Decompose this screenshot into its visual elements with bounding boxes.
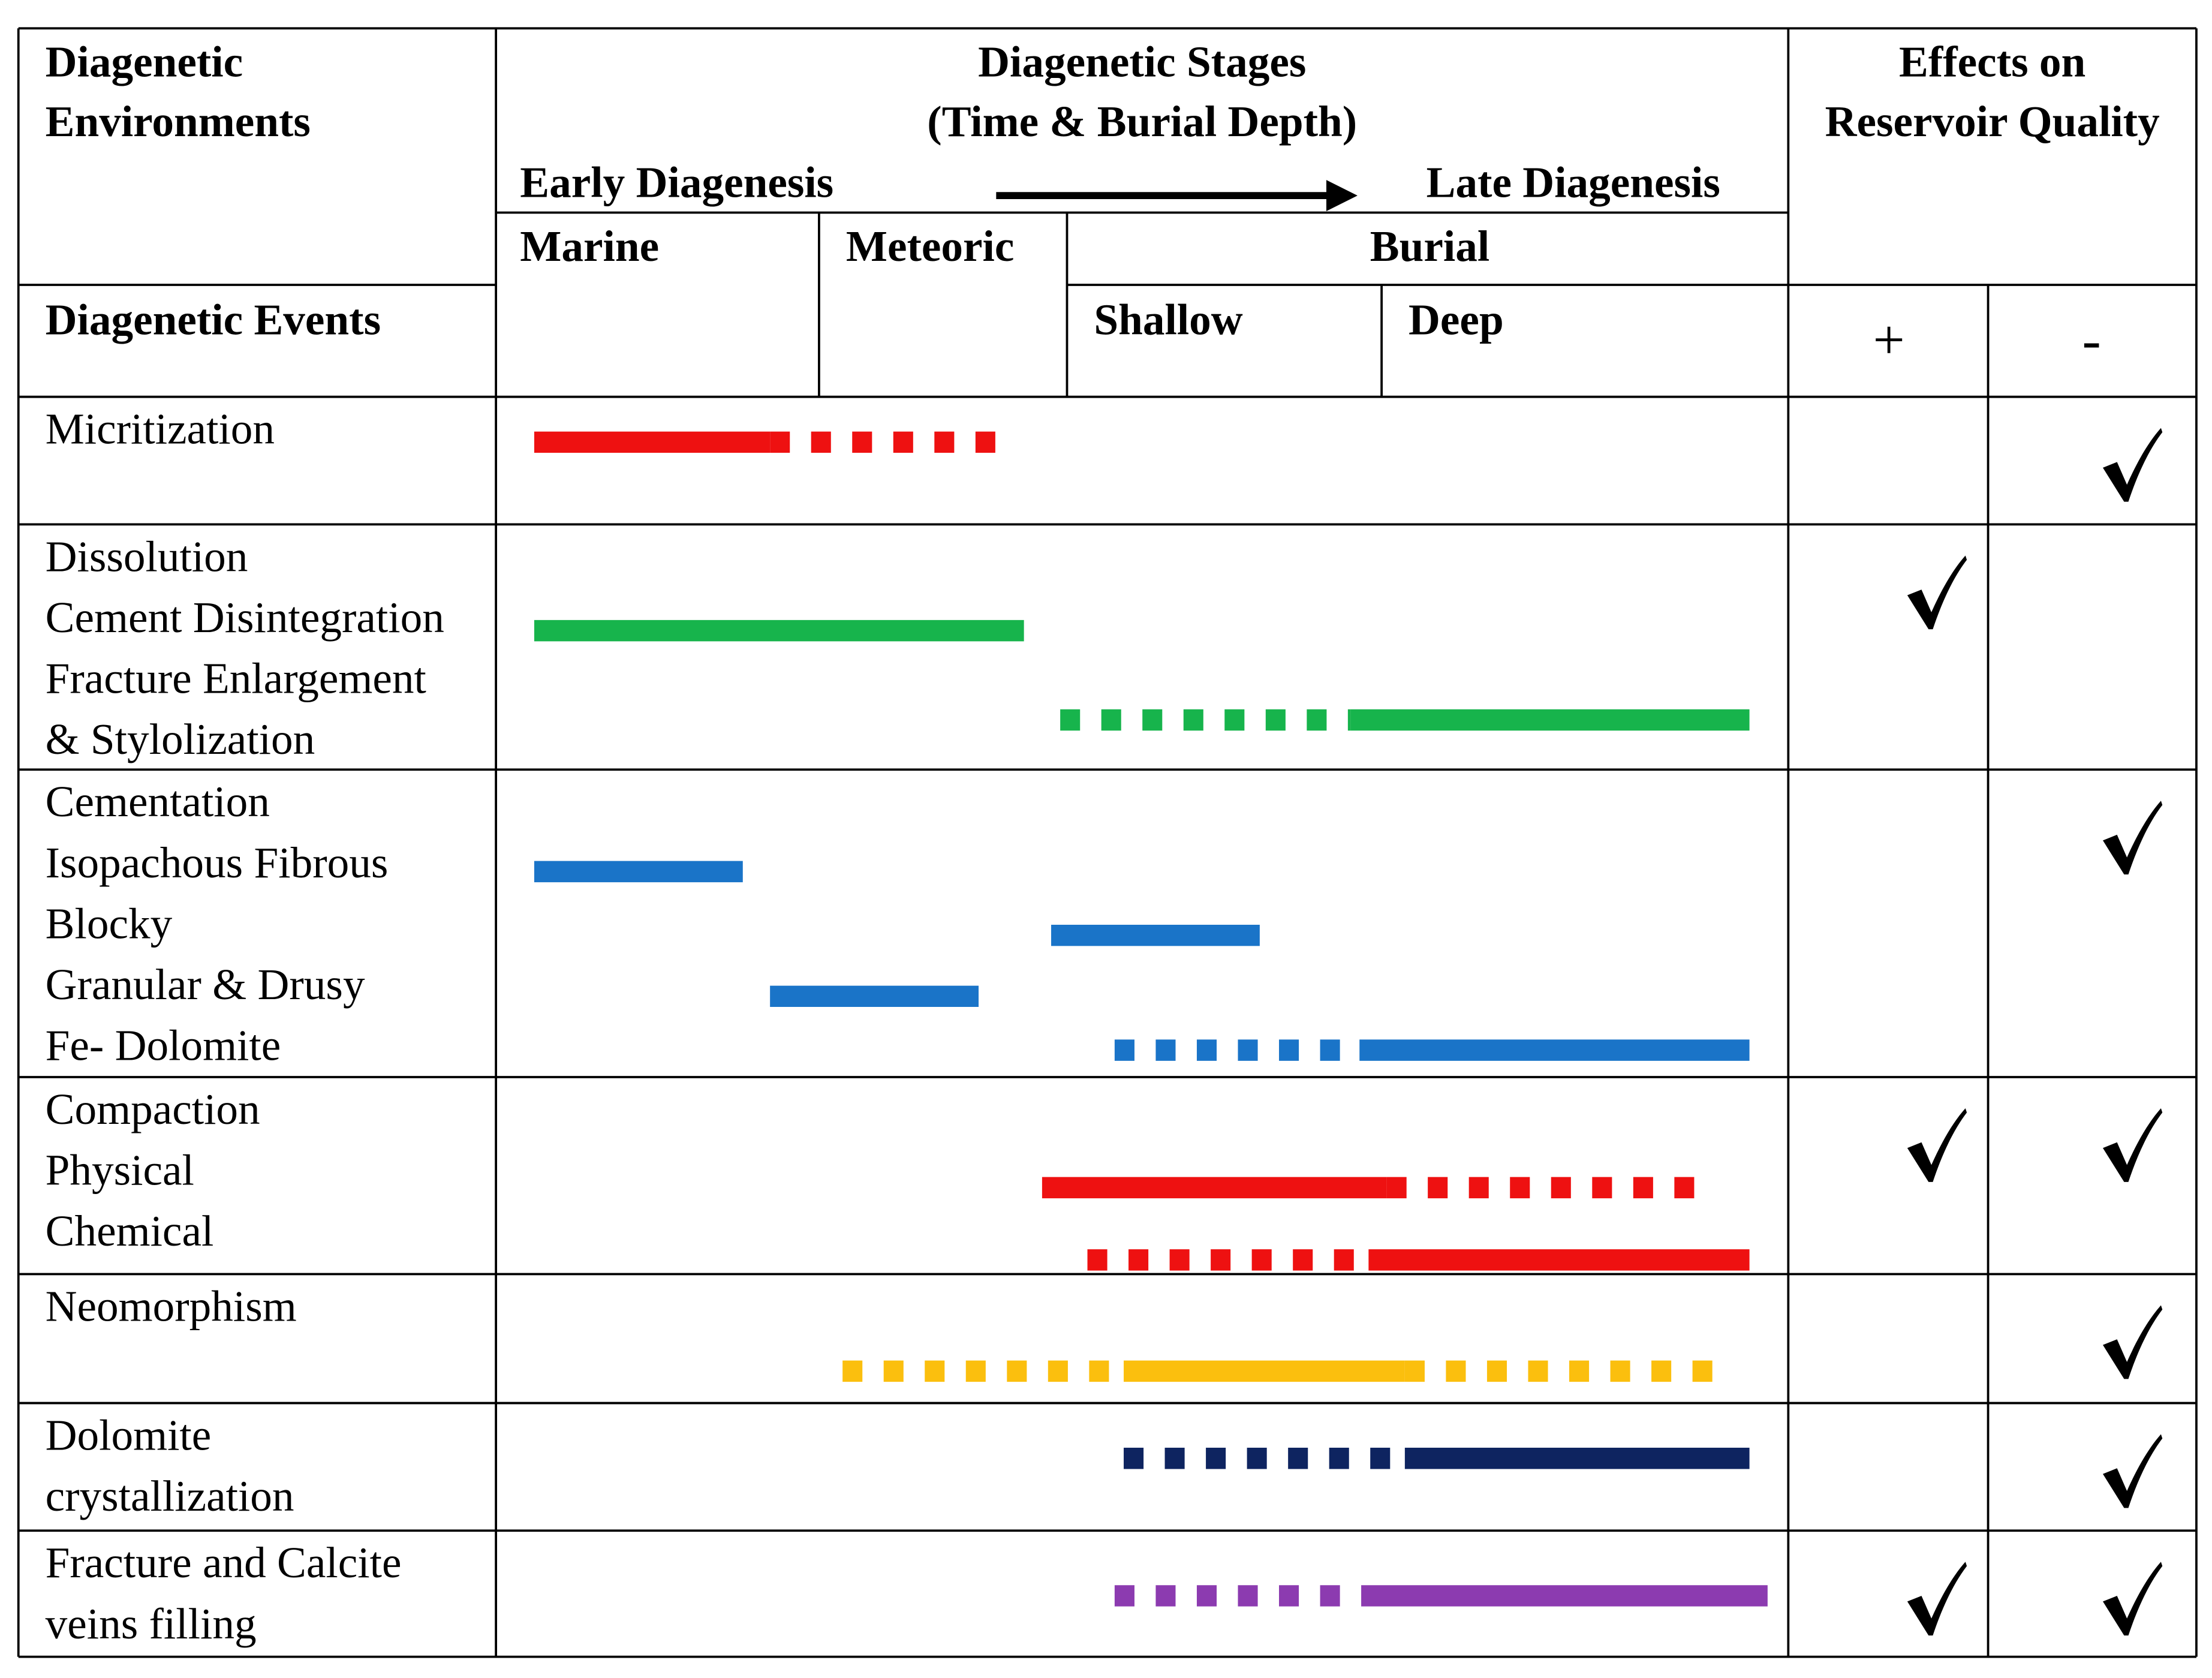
- event-sublabel: veins filling: [46, 1599, 257, 1648]
- header-events: Diagenetic Events: [46, 296, 381, 344]
- negative-check-icon: [2102, 1434, 2163, 1508]
- event-label: Micritization: [46, 405, 275, 453]
- event-label: Dissolution: [46, 532, 248, 581]
- table-row: Dissolution Cement Disintegration Fracture…: [46, 532, 1967, 763]
- event-sublabel: Cement Disintegration: [46, 593, 444, 642]
- event-sublabel: Physical: [46, 1146, 194, 1195]
- table-grid: [17, 27, 2198, 1658]
- table-rows: Micritization Dissolution Cement Disintegr…: [46, 405, 2163, 1648]
- event-sublabel: Isopachous Fibrous: [46, 838, 389, 887]
- event-label: Compaction: [46, 1085, 260, 1133]
- negative-check-icon: [2102, 801, 2163, 875]
- header-effects-line2: Reservoir Quality: [1825, 97, 2160, 146]
- header-deep: Deep: [1409, 296, 1504, 344]
- header-late-diagenesis: Late Diagenesis: [1426, 158, 1720, 206]
- event-sublabel: Blocky: [46, 899, 173, 948]
- header-shallow: Shallow: [1094, 296, 1242, 344]
- positive-check-icon: [1907, 1562, 1967, 1636]
- header-burial: Burial: [1370, 222, 1489, 270]
- event-sublabel: crystallization: [46, 1472, 294, 1520]
- event-sublabel: Fracture Enlargement: [46, 654, 426, 703]
- table-row: Dolomite crystallization: [46, 1411, 2163, 1520]
- time-arrow-icon: [996, 180, 1358, 212]
- header-meteoric: Meteoric: [846, 222, 1015, 270]
- negative-check-icon: [2102, 428, 2163, 502]
- table-row: Neomorphism: [46, 1282, 2163, 1382]
- table-row: Fracture and Calcite veins filling: [46, 1538, 2163, 1648]
- event-label: Neomorphism: [46, 1282, 297, 1331]
- header-environments-line1: Diagenetic: [46, 38, 243, 86]
- header-stages-line1: Diagenetic Stages: [978, 38, 1306, 86]
- header-marine: Marine: [520, 222, 659, 270]
- table-row: Compaction Physical Chemical: [46, 1085, 2163, 1271]
- table-row: Cementation Isopachous Fibrous Blocky Granu…: [46, 777, 2163, 1070]
- event-sublabel: Granular & Drusy: [46, 960, 365, 1009]
- event-sublabel: Fe- Dolomite: [46, 1021, 281, 1070]
- header-environments-line2: Environments: [46, 97, 311, 146]
- table-row: Micritization: [46, 405, 2163, 502]
- header-early-diagenesis: Early Diagenesis: [520, 158, 833, 206]
- negative-check-icon: [2102, 1108, 2163, 1182]
- header-effects-line1: Effects on: [1899, 38, 2085, 86]
- header-stages-line2: (Time & Burial Depth): [927, 97, 1357, 146]
- header-negative-effect: -: [2082, 309, 2100, 371]
- event-sublabel: & Stylolization: [46, 715, 315, 763]
- positive-check-icon: [1907, 555, 1967, 630]
- event-label: Dolomite: [46, 1411, 212, 1460]
- negative-check-icon: [2102, 1562, 2163, 1636]
- event-label: Fracture and Calcite: [46, 1538, 402, 1587]
- header-positive-effect: +: [1873, 309, 1904, 371]
- negative-check-icon: [2102, 1305, 2163, 1379]
- event-label: Cementation: [46, 777, 270, 826]
- event-sublabel: Chemical: [46, 1207, 214, 1255]
- positive-check-icon: [1907, 1108, 1967, 1182]
